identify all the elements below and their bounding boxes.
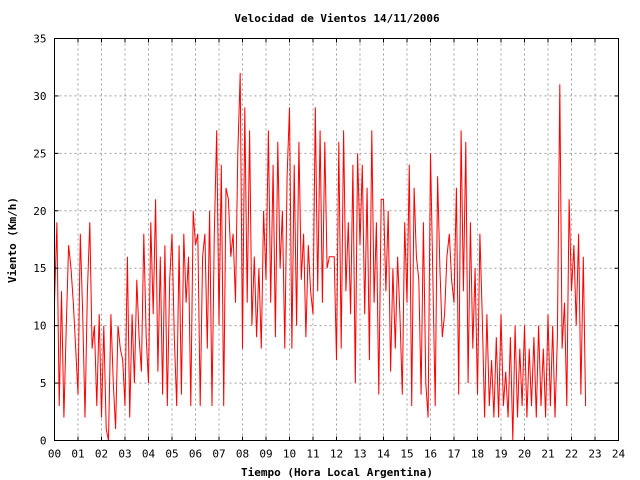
x-axis-label: Tiempo (Hora Local Argentina)	[241, 466, 433, 479]
y-tick-label: 30	[33, 90, 46, 103]
x-tick-label: 13	[353, 448, 366, 461]
y-axis-label: Viento (Km/h)	[6, 197, 19, 283]
x-tick-label: 19	[494, 448, 507, 461]
y-tick-label: 5	[40, 377, 47, 390]
x-tick-label: 03	[118, 448, 131, 461]
x-tick-label: 23	[588, 448, 601, 461]
wind-speed-line	[54, 72, 587, 441]
x-tick-label: 14	[377, 448, 391, 461]
x-tick-label: 22	[565, 448, 578, 461]
y-tick-label: 35	[33, 33, 46, 46]
x-tick-label: 05	[165, 448, 178, 461]
y-tick-labels: 0 5 10 15 20 25 30 35	[33, 33, 46, 448]
x-tick-label: 24	[612, 448, 626, 461]
x-tick-label: 00	[48, 448, 61, 461]
x-tick-label: 04	[142, 448, 156, 461]
x-tick-label: 20	[518, 448, 531, 461]
x-tick-labels: 00 01 02 03 04 05 06 07 08 09 10 11 12 13 14 15 16 17 18 19…	[48, 448, 626, 461]
series-layer	[54, 72, 587, 441]
chart-title: Velocidad de Vientos 14/11/2006	[234, 12, 440, 25]
y-tick-label: 15	[33, 262, 46, 275]
x-tick-label: 15	[400, 448, 413, 461]
x-tick-label: 21	[541, 448, 554, 461]
axis-ticks	[54, 38, 619, 441]
x-tick-label: 02	[95, 448, 108, 461]
x-tick-label: 07	[212, 448, 225, 461]
x-tick-label: 01	[71, 448, 84, 461]
x-tick-label: 12	[330, 448, 343, 461]
grid-lines	[54, 38, 619, 441]
x-tick-label: 08	[236, 448, 249, 461]
x-tick-label: 17	[447, 448, 460, 461]
x-tick-label: 16	[424, 448, 437, 461]
x-tick-label: 09	[259, 448, 272, 461]
x-tick-label: 18	[471, 448, 484, 461]
y-tick-label: 10	[33, 320, 46, 333]
y-tick-label: 20	[33, 205, 46, 218]
y-tick-label: 0	[40, 435, 47, 448]
y-tick-label: 25	[33, 147, 46, 160]
x-tick-label: 11	[306, 448, 319, 461]
x-tick-label: 10	[283, 448, 296, 461]
x-tick-label: 06	[189, 448, 202, 461]
